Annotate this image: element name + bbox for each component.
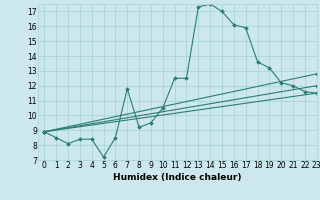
X-axis label: Humidex (Indice chaleur): Humidex (Indice chaleur) — [113, 173, 242, 182]
